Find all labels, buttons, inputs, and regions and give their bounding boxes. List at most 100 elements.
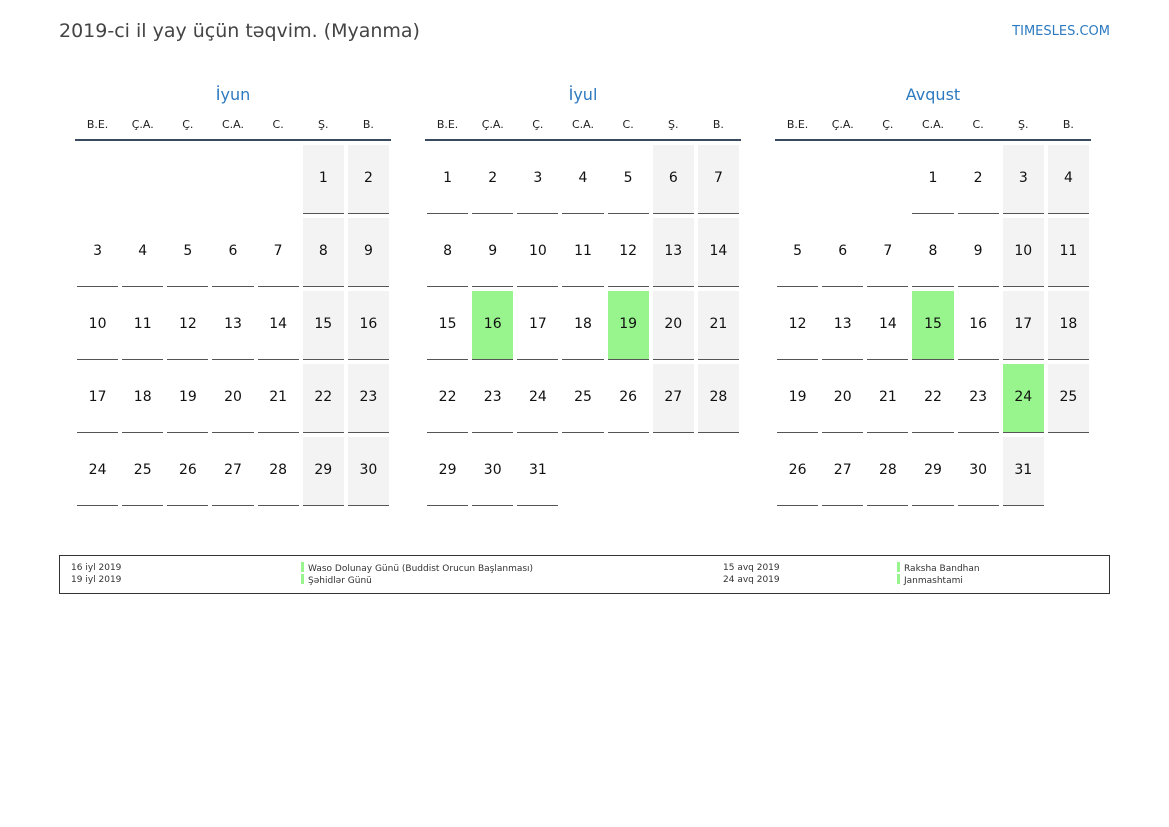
day-cell: 20 — [652, 291, 694, 360]
day-cell: 3 — [1002, 145, 1044, 214]
holiday-marker — [897, 574, 900, 584]
day-cell: 9 — [347, 218, 389, 287]
day-cell: 3 — [517, 145, 559, 214]
day-cell: 22 — [427, 364, 469, 433]
holiday-day-cell: 15 — [912, 291, 954, 360]
day-cell: 20 — [822, 364, 864, 433]
weekday-label: Ç.A. — [131, 118, 154, 131]
day-cell: 21 — [697, 291, 739, 360]
month-june: İyun B.E. Ç.A. Ç. C.A. C. Ş. B. 1 2 3 4 5 6 7 8 9 10 11 1… — [75, 83, 391, 510]
empty-cell — [1048, 437, 1089, 506]
holiday-day-cell: 19 — [607, 291, 649, 360]
day-cell: 28 — [257, 437, 299, 506]
day-cell: 31 — [1002, 437, 1044, 506]
week-row: 5 6 7 8 9 10 11 — [775, 218, 1091, 291]
day-cell: 18 — [1047, 291, 1089, 360]
day-cell: 14 — [697, 218, 739, 287]
month-name: İyul — [568, 85, 598, 104]
day-cell: 16 — [347, 291, 389, 360]
day-cell: 1 — [912, 145, 954, 214]
empty-cell — [258, 145, 299, 214]
day-cell: 17 — [517, 291, 559, 360]
weekday-label: Ş. — [318, 118, 329, 131]
day-cell: 14 — [257, 291, 299, 360]
day-cell: 17 — [77, 364, 119, 433]
day-cell: 17 — [1002, 291, 1044, 360]
day-cell: 27 — [822, 437, 864, 506]
day-cell: 28 — [867, 437, 909, 506]
holiday-marker — [301, 574, 304, 584]
legend-entry: Waso Dolunay Günü (Buddist Orucun Başlan… — [301, 562, 533, 575]
weekday-label: B.E. — [786, 118, 809, 131]
week-row: 24 25 26 27 28 29 30 — [75, 437, 391, 510]
day-cell: 26 — [777, 437, 819, 506]
weekday-header: B.E. Ç.A. Ç. C.A. C. Ş. B. — [425, 113, 741, 141]
day-cell: 13 — [822, 291, 864, 360]
legend-date: 19 iyl 2019 — [71, 575, 122, 585]
day-cell: 2 — [347, 145, 389, 214]
weekday-label: B. — [362, 118, 374, 131]
day-cell: 6 — [822, 218, 864, 287]
day-cell: 22 — [302, 364, 344, 433]
day-cell: 23 — [347, 364, 389, 433]
day-cell: 10 — [1002, 218, 1044, 287]
day-cell: 25 — [1047, 364, 1089, 433]
day-cell: 30 — [472, 437, 514, 506]
day-cell: 13 — [652, 218, 694, 287]
week-row: 10 11 12 13 14 15 16 — [75, 291, 391, 364]
day-cell: 24 — [517, 364, 559, 433]
day-cell: 10 — [517, 218, 559, 287]
day-cell: 29 — [912, 437, 954, 506]
empty-cell — [777, 145, 818, 214]
weekday-label: Ç.A. — [481, 118, 504, 131]
weekday-label: B. — [712, 118, 724, 131]
day-cell: 9 — [472, 218, 514, 287]
legend-holiday-name: Janmashtami — [904, 576, 963, 586]
page-title: 2019-ci il yay üçün təqvim. (Myanma) — [59, 20, 420, 42]
day-cell: 6 — [212, 218, 254, 287]
holiday-marker — [897, 562, 900, 572]
day-cell: 21 — [867, 364, 909, 433]
day-cell: 9 — [957, 218, 999, 287]
day-cell: 16 — [957, 291, 999, 360]
weekday-label: B. — [1062, 118, 1074, 131]
month-name: Avqust — [905, 85, 961, 104]
holiday-day-cell: 16 — [472, 291, 514, 360]
site-link[interactable]: TIMESLES.COM — [1012, 24, 1110, 39]
day-cell: 5 — [607, 145, 649, 214]
week-row: 22 23 24 25 26 27 28 — [425, 364, 741, 437]
legend-holiday-name: Waso Dolunay Günü (Buddist Orucun Başlan… — [308, 564, 534, 574]
day-cell: 21 — [257, 364, 299, 433]
empty-cell — [608, 437, 649, 506]
month-name: İyun — [215, 85, 251, 104]
day-cell: 31 — [517, 437, 559, 506]
day-cell: 12 — [167, 291, 209, 360]
day-cell: 27 — [212, 437, 254, 506]
day-cell: 29 — [302, 437, 344, 506]
day-cell: 5 — [777, 218, 819, 287]
week-row: 15 16 17 18 19 20 21 — [425, 291, 741, 364]
day-cell: 12 — [777, 291, 819, 360]
weekday-label: Ç.A. — [831, 118, 854, 131]
weekday-label: C. — [622, 118, 634, 131]
day-cell: 15 — [302, 291, 344, 360]
legend-date: 15 avq 2019 — [723, 563, 780, 573]
day-cell: 25 — [122, 437, 164, 506]
day-cell: 18 — [562, 291, 604, 360]
weekday-header: B.E. Ç.A. Ç. C.A. C. Ş. B. — [775, 113, 1091, 141]
legend-date: 24 avq 2019 — [723, 575, 780, 585]
day-cell: 19 — [777, 364, 819, 433]
empty-cell — [867, 145, 908, 214]
weekday-label: B.E. — [436, 118, 459, 131]
day-cell: 8 — [912, 218, 954, 287]
day-cell: 4 — [1047, 145, 1089, 214]
day-cell: 25 — [562, 364, 604, 433]
day-cell: 8 — [302, 218, 344, 287]
day-cell: 4 — [122, 218, 164, 287]
empty-cell — [562, 437, 603, 506]
empty-cell — [167, 145, 208, 214]
day-cell: 20 — [212, 364, 254, 433]
empty-cell — [698, 437, 739, 506]
weekday-label: C.A. — [571, 118, 594, 131]
